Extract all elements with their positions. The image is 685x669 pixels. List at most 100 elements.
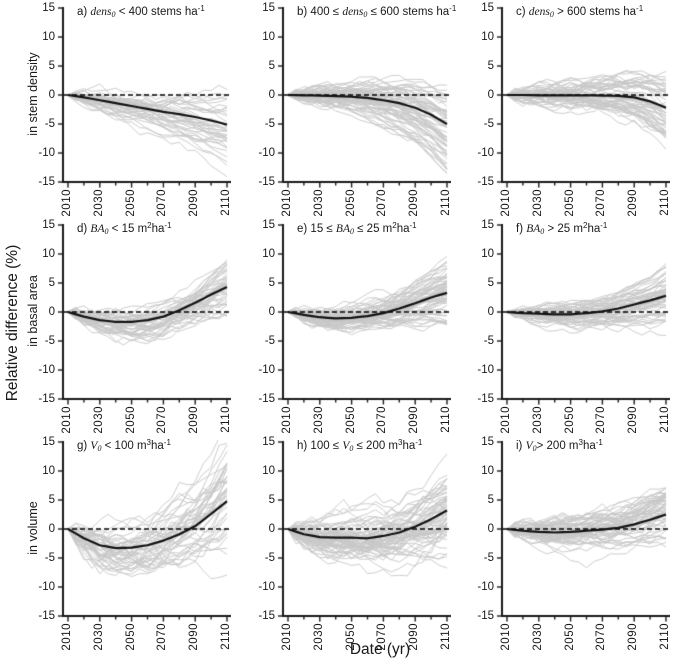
panel-title-segment: ha xyxy=(587,223,601,235)
panel-title-segment: 3 xyxy=(146,438,151,447)
panel-title-segment: 0 xyxy=(111,10,116,19)
panel-title-segment: 0 xyxy=(363,10,368,19)
x-tick-label: 2110 xyxy=(440,406,452,433)
panel-title-e: e) 15 ≤ BA0 ≤ 25 m2ha-1 xyxy=(297,221,417,236)
y-tick-label: -15 xyxy=(477,176,494,188)
panel-title-segment: -1 xyxy=(600,221,608,230)
panel-title-i: i) V0> 200 m3ha-1 xyxy=(516,438,603,453)
x-tick-label: 2050 xyxy=(344,406,357,434)
panel-title-segment: < 400 stems ha xyxy=(115,6,198,18)
y-tick-label: -10 xyxy=(477,364,494,376)
y-tick-label: 10 xyxy=(42,248,55,260)
panel-title-segment: -1 xyxy=(164,221,172,230)
panel-title-segment: -1 xyxy=(197,4,205,13)
y-tick-label: 15 xyxy=(481,219,494,231)
x-tick-label: 2110 xyxy=(659,406,671,433)
x-tick-label: 2070 xyxy=(156,189,169,217)
x-tick-label: 2110 xyxy=(659,189,671,216)
x-tick-label: 2030 xyxy=(92,406,105,434)
y-tick-label: -10 xyxy=(38,364,55,376)
y-tick-label: 15 xyxy=(262,436,275,448)
panel-title-segment: a) xyxy=(77,6,91,18)
panel-a: a) dens0 < 400 stems ha-1 15 10 5 0 -5 -10 -15 2… xyxy=(38,2,232,217)
panel-title-segment: > 600 stems ha xyxy=(553,6,637,18)
x-tick-label: 2030 xyxy=(312,623,325,651)
x-tick-label: 2110 xyxy=(440,623,452,650)
panel-title-segment: -1 xyxy=(595,438,603,447)
y-tick-label: 0 xyxy=(268,306,275,318)
y-tick-label: 0 xyxy=(48,89,55,101)
panel-title-segment: V xyxy=(342,440,350,452)
x-tick-label: 2010 xyxy=(281,406,293,434)
panel-title-c: c) dens0 > 600 stems ha-1 xyxy=(516,4,643,19)
panel-title-segment: g) xyxy=(77,440,91,452)
y-tick-label: 0 xyxy=(487,89,494,101)
x-tick-label: 2050 xyxy=(563,189,576,217)
panel-title-segment: 3 xyxy=(398,438,403,447)
y-tick-label: 5 xyxy=(48,277,55,289)
panel-canvas-c xyxy=(496,6,670,188)
panel-title-segment: 0 xyxy=(104,227,109,236)
y-tick-label: 15 xyxy=(481,2,494,14)
y-tick-label: -15 xyxy=(258,610,275,622)
panel-row-basal-area: in basal area d) BA0 < 15 m2ha-1 15 10 5 0 -5… xyxy=(0,219,685,435)
x-tick-label: 2010 xyxy=(61,406,73,434)
panel-title-segment: 2 xyxy=(582,221,588,230)
y-tick-label: 10 xyxy=(42,465,55,477)
panel-title-segment: > 200 m xyxy=(536,440,579,452)
panel-title-segment: 2 xyxy=(147,221,152,230)
y-tick-label: -5 xyxy=(483,552,494,564)
x-tick-label: 2070 xyxy=(595,189,608,217)
x-tick-label: 2030 xyxy=(312,406,325,434)
panel-title-segment: b) 400 ≤ xyxy=(297,6,343,18)
y-tick-label: -10 xyxy=(38,581,55,593)
panel-title-segment: ha xyxy=(402,440,416,452)
panel-title-segment: dens xyxy=(342,6,364,18)
panel-title-segment: c) xyxy=(516,6,529,18)
x-tick-label: 2070 xyxy=(376,623,389,651)
y-tick-label: 0 xyxy=(48,523,55,535)
x-tick-label: 2030 xyxy=(92,189,105,217)
panel-title-b: b) 400 ≤ dens0 ≤ 600 stems ha-1 xyxy=(297,4,456,19)
y-tick-label: 10 xyxy=(42,31,55,43)
y-tick-label: -15 xyxy=(38,610,55,622)
panel-title-segment: ≤ 25 m xyxy=(353,223,393,235)
y-tick-label: -15 xyxy=(477,610,494,622)
panel-title-d: d) BA0 < 15 m2ha-1 xyxy=(77,221,172,236)
y-tick-label: 10 xyxy=(262,31,275,43)
x-tick-label: 2010 xyxy=(61,623,73,651)
panel-row-stem-density: in stem density a) dens0 < 400 stems ha-… xyxy=(0,2,685,218)
x-tick-label: 2010 xyxy=(500,189,512,217)
x-tick-label: 2030 xyxy=(92,623,105,651)
panel-e: e) 15 ≤ BA0 ≤ 25 m2ha-1 15 10 5 0 -5 -10 -15 201… xyxy=(258,219,452,434)
x-tick-label: 2010 xyxy=(61,189,73,217)
panel-title-segment: 0 xyxy=(349,444,354,453)
panel-title-segment: i) xyxy=(516,440,526,452)
x-tick-label: 2010 xyxy=(500,623,512,651)
panel-title-segment: e) 15 ≤ xyxy=(297,223,336,235)
y-tick-label: -5 xyxy=(44,552,55,564)
x-tick-label: 2090 xyxy=(627,189,640,217)
panel-title-segment: 0 xyxy=(532,444,537,453)
y-tick-label: -5 xyxy=(264,552,275,564)
panel-title-segment: -1 xyxy=(636,4,644,13)
y-tick-label: -10 xyxy=(477,147,494,159)
panel-b: b) 400 ≤ dens0 ≤ 600 stems ha-1 15 10 5 0 -5-… xyxy=(258,2,456,217)
panel-title-segment: 3 xyxy=(578,438,583,447)
x-tick-label: 2030 xyxy=(531,623,544,651)
panel-title-segment: > 25 m xyxy=(544,223,583,235)
panel-title-segment: 0 xyxy=(549,10,554,19)
panel-row-volume: in volume g) V0 < 100 m3ha-1 15 10 5 0 -5 -10-… xyxy=(0,436,685,652)
y-tick-label: 5 xyxy=(487,494,494,506)
y-tick-label: 0 xyxy=(487,523,494,535)
x-tick-label: 2050 xyxy=(124,623,137,651)
x-tick-label: 2050 xyxy=(563,406,576,434)
y-tick-label: 10 xyxy=(481,248,494,260)
panel-title-segment: h) 100 ≤ xyxy=(297,440,343,452)
y-tick-label: 5 xyxy=(487,277,494,289)
panel-title-segment: V xyxy=(525,440,533,452)
x-tick-label: 2030 xyxy=(531,189,544,217)
x-tick-label: 2070 xyxy=(595,623,608,651)
x-tick-label: 2050 xyxy=(124,406,137,434)
panel-c: c) dens0 > 600 stems ha-1 15 10 5 0 -5 -10 -15 2… xyxy=(477,2,671,217)
